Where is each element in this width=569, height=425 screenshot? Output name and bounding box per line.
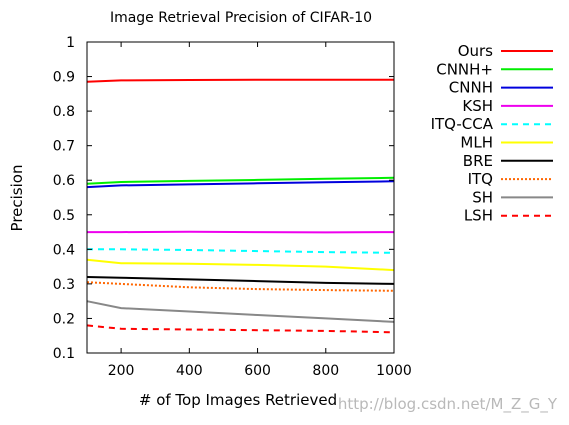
y-tick-label: 0.4	[53, 242, 75, 258]
y-tick-label: 0.1	[53, 346, 75, 362]
series-line-lsh	[86, 324, 395, 334]
y-tick-label: 0.7	[53, 139, 75, 155]
x-tick-label: 400	[176, 363, 203, 379]
legend-label-mlh: MLH	[460, 134, 493, 152]
series-line-ksh	[87, 230, 395, 234]
legend-label-bre: BRE	[463, 152, 493, 170]
series-line-itq	[86, 281, 395, 292]
series-line-bre	[86, 276, 395, 285]
x-axis-ticks: 200 400 600 800 1000	[108, 42, 412, 379]
x-tick-label: 200	[108, 363, 135, 379]
x-tick-label: 1000	[376, 363, 412, 379]
y-tick-label: 1	[66, 35, 75, 51]
series-line-cnnh	[86, 176, 395, 185]
y-axis-label: Precision	[8, 165, 26, 232]
legend-label-sh: SH	[472, 188, 493, 206]
x-tick-label: 800	[312, 363, 339, 379]
watermark-text: http://blog.csdn.net/M_Z_G_Y	[338, 395, 558, 414]
legend-label-ksh: KSH	[462, 97, 493, 115]
y-tick-label: 0.9	[53, 70, 75, 86]
series-line-mlh	[86, 258, 395, 272]
y-tick-label: 0.3	[53, 277, 75, 293]
series-line-sh	[86, 300, 395, 323]
plot-frame	[86, 41, 395, 354]
series-line-ours	[86, 78, 394, 83]
x-axis-label: # of Top Images Retrieved	[139, 391, 337, 409]
legend-label-cnnh: CNNH	[449, 79, 493, 97]
legend-label-itq-cca: ITQ-CCA	[431, 115, 494, 133]
series-line-itq-cca	[87, 248, 395, 254]
y-tick-label: 0.2	[53, 311, 75, 327]
y-axis-ticks: 0.1 0.2 0.3 0.4 0.5 0.6 0.7 0.8 0.9 1	[53, 35, 394, 362]
legend-label-cnnh: CNNH+	[436, 60, 493, 78]
legend-label-ours: Ours	[458, 42, 493, 60]
legend-label-lsh: LSH	[464, 207, 493, 225]
x-tick-label: 600	[244, 363, 271, 379]
y-tick-label: 0.8	[53, 104, 75, 120]
chart-title: Image Retrieval Precision of CIFAR-10	[110, 10, 372, 26]
series-line-cnnh	[86, 180, 395, 189]
legend-label-itq: ITQ	[468, 170, 493, 188]
y-tick-label: 0.6	[53, 173, 75, 189]
plot-area	[86, 78, 395, 334]
y-tick-label: 0.5	[53, 208, 75, 224]
